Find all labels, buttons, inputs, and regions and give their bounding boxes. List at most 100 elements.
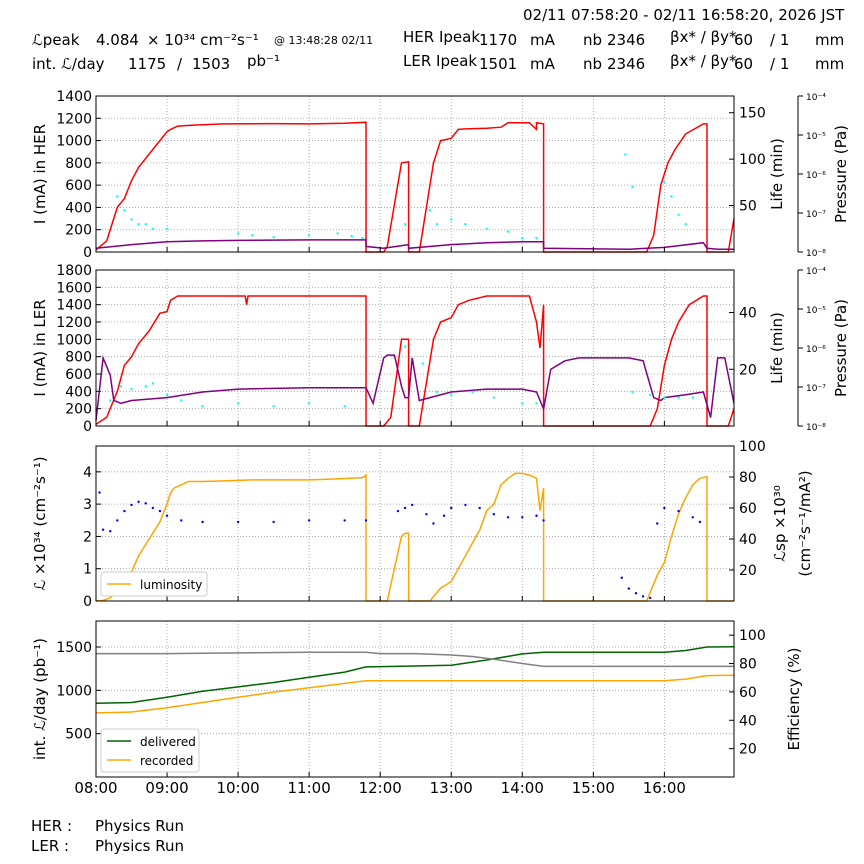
legend-integrated: delivered recorded: [100, 728, 200, 773]
series-pressure: [116, 153, 687, 240]
y2-tick-label: 80: [739, 470, 757, 486]
lpeak-label: ℒpeak: [32, 31, 80, 49]
pressure-point: [307, 402, 311, 405]
specific-point: [656, 522, 659, 525]
her-status-label: HER :: [31, 817, 73, 835]
y-tick-label: 500: [65, 727, 92, 743]
y2-tick-label: 100: [739, 152, 766, 168]
pressure-point: [631, 185, 634, 189]
pressure-point: [144, 222, 147, 226]
pressure-point: [151, 227, 155, 230]
pressure-point: [236, 402, 240, 405]
specific-point: [542, 519, 545, 522]
intl-value2: 1503: [192, 55, 231, 73]
pressure-axis-label: Pressure (Pa): [832, 125, 850, 223]
ler-beta-unit: mm: [815, 55, 845, 73]
panel-frame: [95, 269, 735, 427]
pressure-point: [343, 404, 346, 408]
y-tick-label: 3: [83, 497, 92, 513]
legend-box: [100, 728, 200, 773]
y-tick-label: 600: [65, 178, 92, 194]
series-pressure: [109, 345, 694, 408]
pressure-point: [663, 396, 666, 399]
specific-point: [410, 503, 414, 507]
y-tick-label: 1000: [56, 683, 92, 699]
pressure-point: [428, 209, 432, 212]
y-tick-label: 400: [65, 200, 92, 216]
specific-point: [698, 520, 702, 524]
specific-point: [396, 509, 400, 513]
y2-axis-unit: (cm⁻²s⁻¹/mA²): [796, 470, 814, 576]
y2-tick-label: 40: [739, 713, 757, 729]
y2-tick-label: 60: [739, 685, 757, 701]
y-tick-label: 1200: [56, 111, 92, 127]
panel-frame: [95, 95, 735, 253]
panel-luminosity: 0 1 2 3 4 20 40 60 80 100 ℒ ×10³⁴ (cm⁻²s⁻¹) ℒsp ×10…: [31, 439, 814, 610]
her-nb-value: 2346: [607, 31, 646, 49]
y2-tick-label: 40: [739, 532, 757, 548]
specific-point: [109, 530, 112, 533]
ler-nb-value: 2346: [607, 55, 646, 73]
lpeak-time: @ 13:48:28 02/11: [274, 34, 374, 47]
specific-point: [151, 506, 155, 510]
specific-point: [442, 514, 446, 517]
specific-point: [98, 491, 101, 494]
y-tick-label: 200: [65, 402, 92, 418]
y-tick-label: 1000: [56, 134, 92, 150]
pressure-tick-label: 10⁻⁴: [806, 93, 826, 103]
specific-point: [144, 502, 147, 505]
pressure-point: [236, 232, 240, 235]
pressure-point: [464, 222, 467, 226]
pressure-point: [684, 222, 687, 226]
pressure-point: [180, 399, 183, 402]
y-tick-label: 1000: [56, 332, 92, 348]
pressure-point: [165, 227, 169, 230]
pressure-point: [435, 222, 439, 226]
pressure-point: [350, 235, 353, 238]
y2-tick-label: 100: [739, 439, 766, 455]
x-tick-label: 12:00: [359, 779, 402, 797]
series-recorded: [95, 674, 735, 714]
pressure-point: [471, 390, 474, 394]
pressure-point: [506, 230, 510, 233]
specific-point: [432, 522, 435, 525]
pressure-tick-label: 10⁻⁸: [806, 423, 826, 433]
pressure-point: [123, 209, 126, 212]
pressure-point: [485, 227, 488, 230]
intl-unit: pb⁻¹: [247, 52, 280, 70]
y2-tick-label: 20: [739, 563, 757, 579]
specific-point: [627, 587, 631, 590]
legend-box: [100, 571, 208, 597]
specific-point: [620, 576, 623, 579]
pressure-point: [535, 236, 538, 240]
pressure-point: [272, 404, 275, 408]
panel-frame: [95, 445, 735, 602]
specific-point: [307, 519, 311, 522]
x-tick-label: 16:00: [643, 779, 686, 797]
x-tick-label: 08:00: [74, 779, 117, 797]
pressure-axis-label: Pressure (Pa): [832, 299, 850, 397]
y-tick-label: 400: [65, 384, 92, 400]
specific-point: [478, 506, 481, 510]
y-tick-label: 200: [65, 223, 92, 239]
pressure-point: [130, 387, 133, 391]
specific-point: [165, 514, 169, 517]
y-tick-label: 0: [83, 594, 92, 610]
x-tick-label: 09:00: [145, 779, 188, 797]
specific-point: [663, 506, 666, 510]
specific-point: [634, 592, 638, 595]
y-axis-label: ℒ ×10³⁴ (cm⁻²s⁻¹): [31, 456, 49, 590]
specific-point: [101, 528, 105, 531]
specific-point: [130, 503, 133, 507]
specific-point: [364, 519, 368, 522]
panel-frame: [95, 620, 735, 778]
y-tick-label: 2: [83, 529, 92, 545]
y-tick-label: 1600: [56, 280, 92, 296]
specific-point: [403, 506, 407, 510]
y-tick-label: 800: [65, 156, 92, 172]
y2-axis-label: ℒsp ×10³⁰: [771, 485, 789, 562]
intl-label: int. ℒ/day: [32, 55, 105, 73]
series-delivered: [95, 645, 735, 705]
pressure-point: [648, 393, 652, 396]
y2-axis-label: Life (min): [768, 312, 786, 384]
